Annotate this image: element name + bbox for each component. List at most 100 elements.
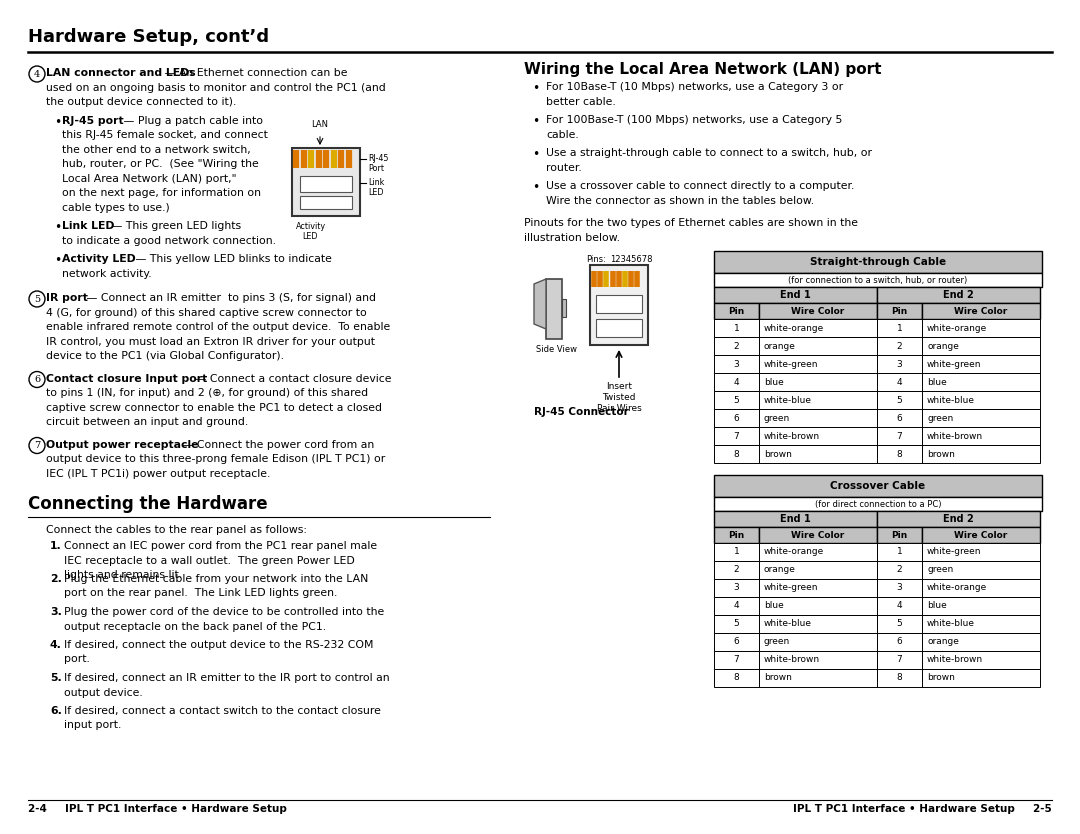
Bar <box>714 303 759 319</box>
Text: 7: 7 <box>733 431 740 440</box>
Text: Insert: Insert <box>606 382 632 391</box>
Text: brown: brown <box>764 674 792 682</box>
Text: Pin: Pin <box>891 530 907 540</box>
Bar <box>759 445 877 463</box>
Text: 3: 3 <box>896 359 903 369</box>
Text: input port.: input port. <box>64 721 121 731</box>
Text: 7: 7 <box>33 441 40 450</box>
Text: •: • <box>532 115 539 128</box>
Text: Plug the Ethernet cable from your network into the LAN: Plug the Ethernet cable from your networ… <box>64 574 368 584</box>
Bar <box>877 391 922 409</box>
Text: (for direct connection to a PC): (for direct connection to a PC) <box>814 500 942 509</box>
Text: the other end to a network switch,: the other end to a network switch, <box>62 144 251 154</box>
Bar <box>877 669 922 687</box>
Text: End 2: End 2 <box>943 514 974 524</box>
Text: on the next page, for information on: on the next page, for information on <box>62 188 261 198</box>
Text: •: • <box>54 221 62 234</box>
Text: 5: 5 <box>896 620 903 629</box>
Bar <box>922 319 1040 337</box>
Text: End 2: End 2 <box>943 290 974 300</box>
Text: 6: 6 <box>733 414 740 423</box>
Text: used on an ongoing basis to monitor and control the PC1 (and: used on an ongoing basis to monitor and … <box>46 83 386 93</box>
Bar <box>759 527 877 543</box>
Bar <box>877 303 922 319</box>
Text: LAN connector and LEDs: LAN connector and LEDs <box>46 68 195 78</box>
Bar <box>877 527 922 543</box>
Bar <box>922 409 1040 427</box>
Text: If desired, connect a contact switch to the contact closure: If desired, connect a contact switch to … <box>64 706 381 716</box>
Text: 5: 5 <box>733 395 740 404</box>
Text: white-orange: white-orange <box>764 547 824 556</box>
Text: router.: router. <box>546 163 582 173</box>
Bar <box>590 265 648 345</box>
Text: For 100Base-T (100 Mbps) networks, use a Category 5: For 100Base-T (100 Mbps) networks, use a… <box>546 115 842 125</box>
Text: Wiring the Local Area Network (LAN) port: Wiring the Local Area Network (LAN) port <box>524 62 881 77</box>
Text: 4: 4 <box>733 378 740 386</box>
Bar <box>922 579 1040 597</box>
Bar <box>759 561 877 579</box>
Text: 6: 6 <box>896 414 903 423</box>
Polygon shape <box>534 279 546 329</box>
Text: white-brown: white-brown <box>764 431 820 440</box>
Bar <box>877 319 922 337</box>
Text: white-orange: white-orange <box>927 324 987 333</box>
Bar <box>877 615 922 633</box>
Bar <box>877 511 1040 527</box>
Text: LED: LED <box>302 232 318 241</box>
Text: orange: orange <box>927 341 959 350</box>
Text: 7: 7 <box>896 656 903 665</box>
Bar <box>922 373 1040 391</box>
Text: •: • <box>54 115 62 128</box>
Bar <box>759 633 877 651</box>
Text: Pins:: Pins: <box>586 255 606 264</box>
Text: 6.: 6. <box>50 706 62 716</box>
Bar <box>714 527 759 543</box>
Bar <box>877 427 922 445</box>
Text: 6: 6 <box>896 637 903 646</box>
Bar <box>922 597 1040 615</box>
Text: white-orange: white-orange <box>764 324 824 333</box>
Text: network activity.: network activity. <box>62 269 151 279</box>
Bar <box>714 497 1042 511</box>
Text: 3: 3 <box>733 584 740 592</box>
Text: brown: brown <box>927 674 955 682</box>
Text: If desired, connect an IR emitter to the IR port to control an: If desired, connect an IR emitter to the… <box>64 673 390 683</box>
Text: blue: blue <box>764 378 784 386</box>
Text: blue: blue <box>927 601 947 610</box>
Bar <box>877 579 922 597</box>
Text: IR control, you must load an Extron IR driver for your output: IR control, you must load an Extron IR d… <box>46 336 375 346</box>
Bar <box>922 445 1040 463</box>
Text: 8: 8 <box>733 450 740 459</box>
Bar <box>714 373 759 391</box>
Bar <box>714 475 1042 497</box>
Text: 8: 8 <box>896 674 903 682</box>
Text: Hardware Setup, cont’d: Hardware Setup, cont’d <box>28 28 269 46</box>
Text: green: green <box>927 565 954 575</box>
Text: Use a crossover cable to connect directly to a computer.: Use a crossover cable to connect directl… <box>546 181 854 191</box>
Bar <box>922 303 1040 319</box>
Text: Wire Color: Wire Color <box>792 307 845 315</box>
Bar <box>877 287 1040 303</box>
Bar <box>759 427 877 445</box>
Text: Connect the cables to the rear panel as follows:: Connect the cables to the rear panel as … <box>46 525 307 535</box>
Text: 5.: 5. <box>50 673 62 683</box>
Text: blue: blue <box>927 378 947 386</box>
Text: 1: 1 <box>896 324 903 333</box>
Text: •: • <box>532 82 539 95</box>
Bar <box>714 651 759 669</box>
Bar <box>714 597 759 615</box>
Bar <box>922 615 1040 633</box>
Circle shape <box>29 371 45 388</box>
Text: Link LED: Link LED <box>62 221 114 231</box>
Text: better cable.: better cable. <box>546 97 616 107</box>
Text: 12345678: 12345678 <box>610 255 652 264</box>
Text: LED: LED <box>368 188 383 197</box>
Text: — An Ethernet connection can be: — An Ethernet connection can be <box>161 68 348 78</box>
Text: 7: 7 <box>733 656 740 665</box>
Text: Wire the connector as shown in the tables below.: Wire the connector as shown in the table… <box>546 195 814 205</box>
Text: IEC (IPL T PC1i) power output receptacle.: IEC (IPL T PC1i) power output receptacle… <box>46 469 270 479</box>
Text: LAN: LAN <box>311 120 328 129</box>
Text: Wire Color: Wire Color <box>792 530 845 540</box>
Text: Pin: Pin <box>728 307 744 315</box>
Text: this RJ-45 female socket, and connect: this RJ-45 female socket, and connect <box>62 130 268 140</box>
